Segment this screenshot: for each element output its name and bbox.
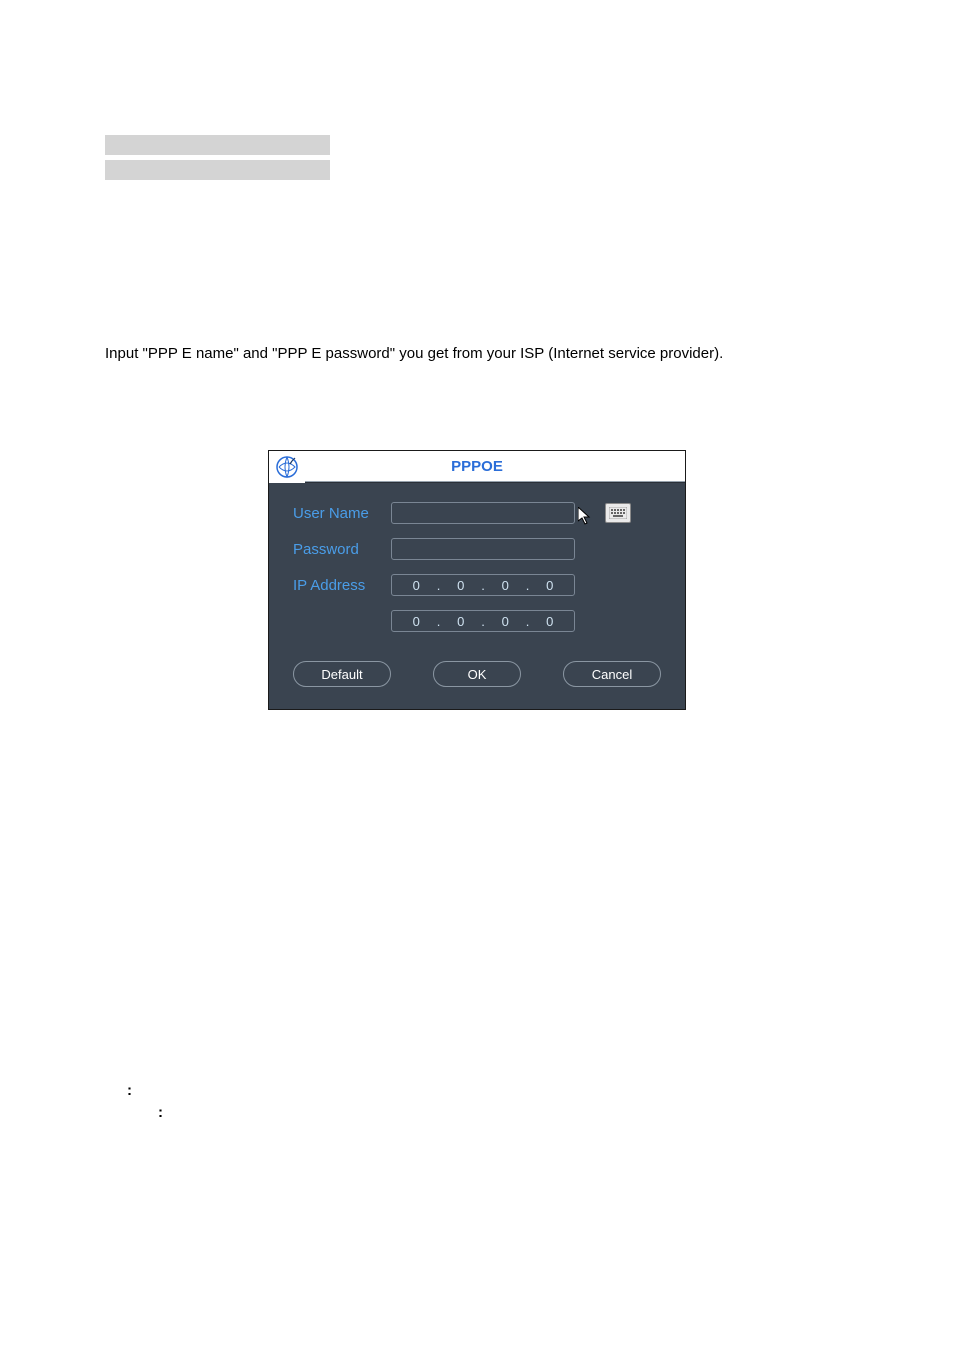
ip-octet: 0 xyxy=(487,578,524,593)
ok-button[interactable]: OK xyxy=(433,661,521,687)
username-label: User Name xyxy=(293,505,391,522)
password-row: Password xyxy=(293,537,661,561)
ip-octet: 0 xyxy=(398,578,435,593)
redacted-bars xyxy=(105,135,330,185)
ip-octet: 0 xyxy=(532,578,569,593)
dialog-title: PPPOE xyxy=(305,451,685,482)
ip-dot: . xyxy=(435,578,443,593)
ip-octet: 0 xyxy=(487,614,524,629)
dialog-titlebar: PPPOE xyxy=(269,451,685,483)
password-input[interactable] xyxy=(391,538,575,560)
pppoe-dialog: PPPOE User Name Password IP Address 0 xyxy=(268,450,686,710)
ip-input-2[interactable]: 0 . 0 . 0 . 0 xyxy=(391,610,575,632)
ipaddress-row: IP Address 0 . 0 . 0 . 0 xyxy=(293,573,661,597)
ip-octet: 0 xyxy=(443,578,480,593)
default-button[interactable]: Default xyxy=(293,661,391,687)
ip-octet: 0 xyxy=(398,614,435,629)
paragraph-text: Input "PPP E name" and "PPP E password" … xyxy=(105,343,885,364)
cancel-button[interactable]: Cancel xyxy=(563,661,661,687)
ipaddress-row-2: 0 . 0 . 0 . 0 xyxy=(293,609,661,633)
dialog-icon xyxy=(269,451,305,483)
username-row: User Name xyxy=(293,501,661,525)
ip-dot: . xyxy=(524,578,532,593)
colon-marker: : xyxy=(127,1082,132,1099)
ip-dot: . xyxy=(524,614,532,629)
ipaddress-label: IP Address xyxy=(293,577,391,594)
password-label: Password xyxy=(293,541,391,558)
ip-dot: . xyxy=(479,614,487,629)
ip-octet: 0 xyxy=(443,614,480,629)
username-input[interactable] xyxy=(391,502,575,524)
ip-dot: . xyxy=(435,614,443,629)
colon-marker: : xyxy=(158,1104,163,1121)
dialog-button-row: Default OK Cancel xyxy=(293,661,661,687)
redacted-bar xyxy=(105,135,330,155)
ip-dot: . xyxy=(479,578,487,593)
ip-octet: 0 xyxy=(532,614,569,629)
redacted-bar xyxy=(105,160,330,180)
dialog-body: User Name Password IP Address 0 . 0 . xyxy=(269,483,685,709)
keyboard-icon[interactable] xyxy=(605,503,631,523)
ip-input-1[interactable]: 0 . 0 . 0 . 0 xyxy=(391,574,575,596)
